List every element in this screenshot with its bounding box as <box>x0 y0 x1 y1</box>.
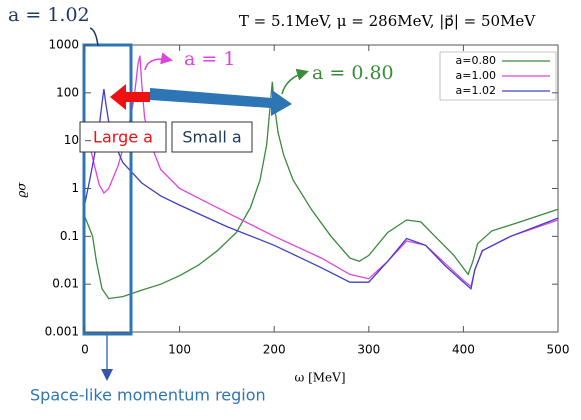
callout <box>144 52 173 71</box>
legend-label: a=1.02 <box>456 84 496 97</box>
chart-title: T = 5.1MeV, μ = 286MeV, |p⃗| = 50MeV <box>239 12 536 30</box>
series-line <box>84 55 559 288</box>
x-tick-label: 400 <box>452 343 475 357</box>
callout <box>89 27 99 47</box>
left-arrow <box>110 84 150 110</box>
label-box <box>171 121 253 153</box>
y-tick-label: 0.1 <box>60 229 79 243</box>
series-line <box>84 81 559 300</box>
x-tick-label: 100 <box>168 343 191 357</box>
right-arrow <box>150 88 292 116</box>
annotation: Space-like momentum region <box>30 386 266 405</box>
y-tick-label: 0.001 <box>45 325 79 339</box>
legend-label: a=1.00 <box>456 69 496 82</box>
annotation: Small a <box>182 128 241 147</box>
annotation: Large a <box>93 128 153 147</box>
x-axis-label: ω [MeV] <box>294 371 345 385</box>
annotation: a = 1 <box>184 48 235 70</box>
y-tick-label: 100 <box>56 85 79 99</box>
y-axis-label: ϱσ <box>15 182 29 198</box>
annotation: a = 1.02 <box>8 4 90 26</box>
legend-label: a=0.80 <box>456 54 496 67</box>
x-tick-label: 500 <box>547 343 570 357</box>
y-tick-label: 1000 <box>48 38 79 52</box>
callout <box>281 68 309 95</box>
x-tick-label: 0 <box>81 343 89 357</box>
y-tick-label: 0.01 <box>52 277 79 291</box>
y-tick-label: 1 <box>71 181 79 195</box>
x-tick-label: 200 <box>263 343 286 357</box>
x-tick-label: 300 <box>357 343 380 357</box>
label-box <box>79 121 167 153</box>
series-line <box>84 88 559 291</box>
annotation: a = 0.80 <box>312 62 394 84</box>
y-tick-label: 10 <box>64 133 79 147</box>
